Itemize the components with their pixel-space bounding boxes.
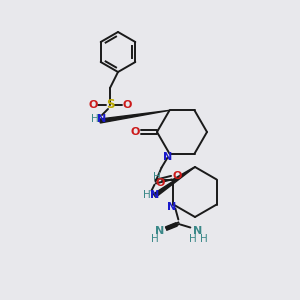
Text: O: O	[156, 178, 165, 188]
Text: O: O	[173, 171, 182, 181]
Text: N: N	[155, 226, 164, 236]
Text: N: N	[193, 226, 202, 236]
Text: N: N	[167, 202, 176, 212]
Text: H: H	[190, 235, 197, 244]
Text: H: H	[142, 190, 150, 200]
Polygon shape	[100, 110, 170, 123]
Text: N: N	[98, 114, 106, 124]
Text: O: O	[130, 127, 140, 137]
Text: H: H	[154, 172, 161, 182]
Text: H: H	[91, 114, 99, 124]
Text: H: H	[200, 235, 208, 244]
Text: O: O	[122, 100, 132, 110]
Text: N: N	[150, 190, 159, 200]
Polygon shape	[153, 167, 195, 197]
Text: N: N	[163, 152, 172, 162]
Text: H: H	[152, 235, 159, 244]
Text: O: O	[88, 100, 98, 110]
Text: S: S	[106, 98, 114, 112]
